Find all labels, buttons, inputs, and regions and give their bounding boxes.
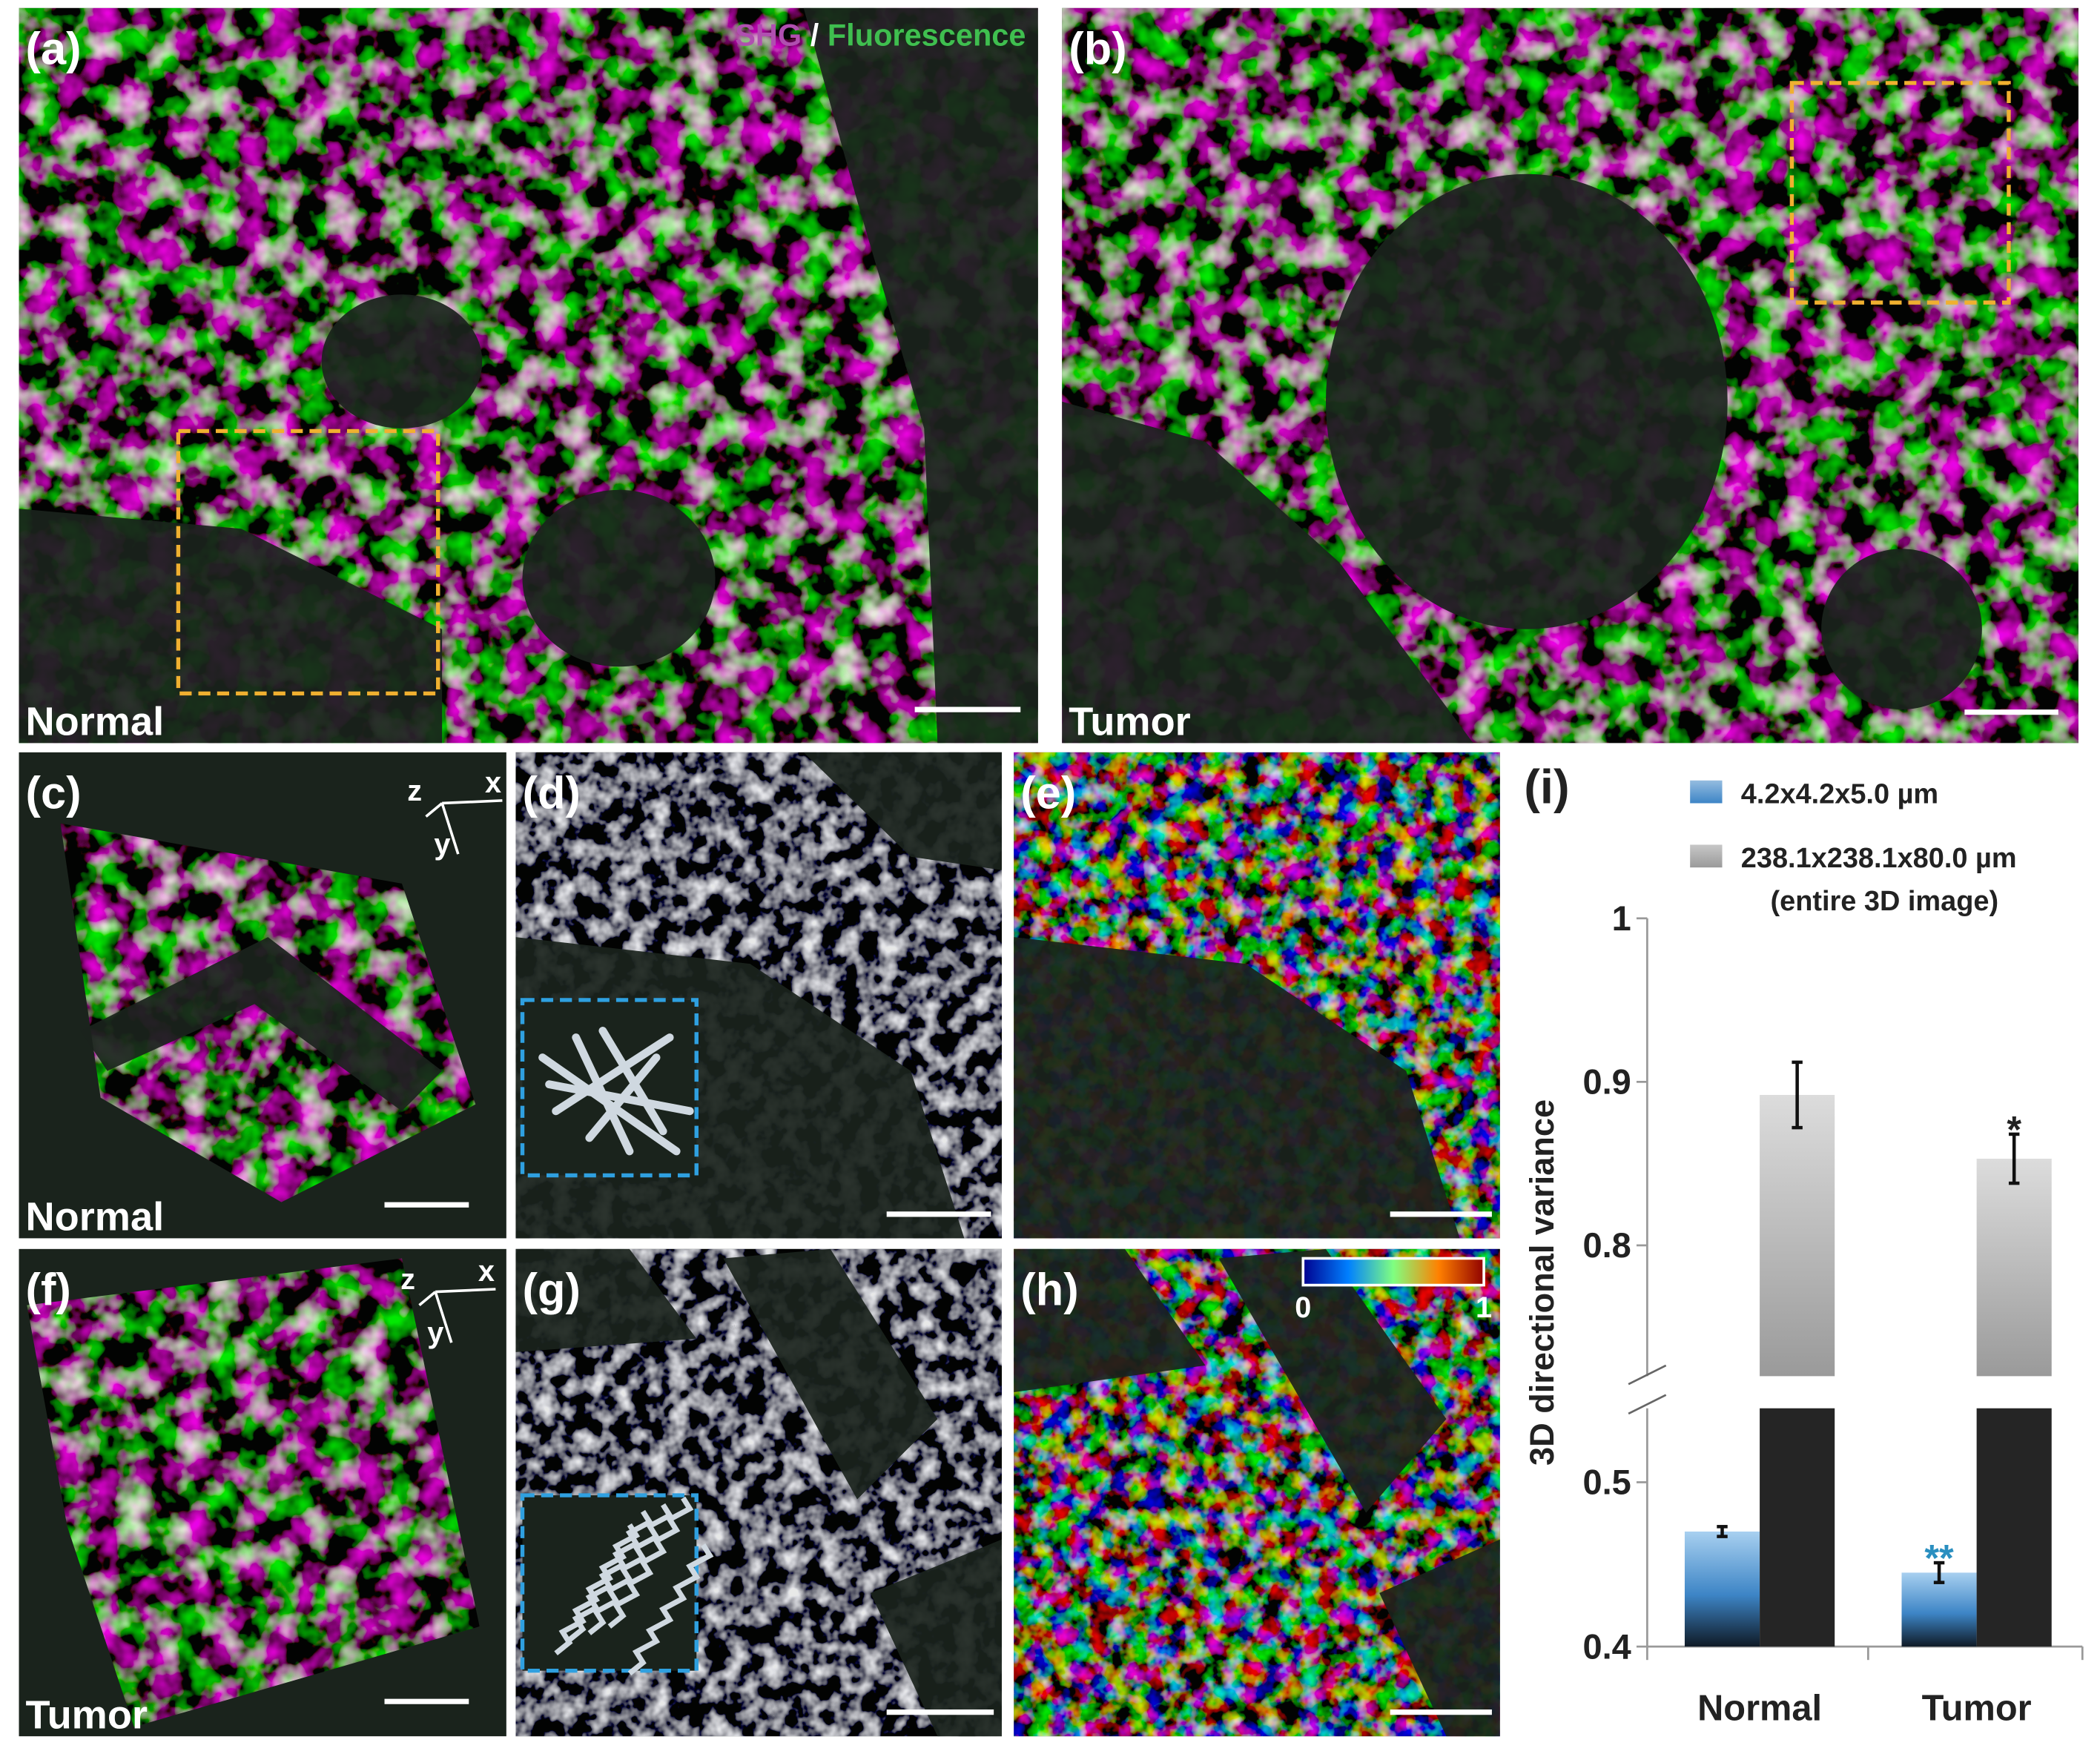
dark-region — [1014, 1248, 1206, 1393]
legend-label: 238.1x238.1x80.0 µm — [1741, 843, 2017, 874]
axis-glyph — [418, 1291, 437, 1307]
colorbar-tick-label: 1 — [1476, 1291, 1492, 1324]
significance-mark: * — [2007, 1108, 2021, 1151]
legend-note: (entire 3D image) — [1771, 886, 1999, 917]
x-tick-label: Tumor — [1922, 1688, 2032, 1728]
significance-mark: ** — [1924, 1537, 1954, 1579]
panel-tag: Tumor — [1069, 699, 1190, 744]
axis-glyph-label: x — [478, 1255, 495, 1288]
axis-glyph-label: y — [427, 1317, 443, 1349]
dark-region — [321, 294, 483, 428]
image-panel: (g) — [515, 1248, 1002, 1737]
panel-tag: Tumor — [26, 1692, 148, 1737]
dark-region — [522, 489, 716, 667]
y-axis-label: 3D directional variance — [1523, 1099, 1561, 1466]
channel-legend: SHG / Fluorescence — [735, 17, 1026, 52]
panel-label: (i) — [1524, 759, 1569, 813]
axis-glyph — [434, 1291, 453, 1343]
panel-tag: Normal — [26, 699, 165, 744]
channel-name: Fluorescence — [828, 17, 1026, 52]
panel-label: (c) — [26, 768, 82, 819]
bar — [1760, 1094, 1835, 1377]
legend-label: 4.2x4.2x5.0 µm — [1741, 778, 1938, 810]
dark-region — [871, 1539, 1002, 1737]
axis-break — [1628, 1364, 1667, 1386]
axis-break — [1628, 1394, 1667, 1415]
image-panel: (d) — [515, 752, 1002, 1239]
dark-region — [19, 509, 443, 744]
axis-glyph-label: z — [400, 1263, 415, 1296]
axis-glyph — [442, 799, 503, 805]
fiber-sketch — [585, 1053, 661, 1142]
axis-glyph — [425, 802, 443, 818]
panel-label: (g) — [523, 1265, 581, 1316]
axis-glyph — [435, 1288, 496, 1294]
bar — [1684, 1531, 1760, 1647]
panel-tag: Normal — [26, 1195, 165, 1239]
fiber-sketch — [607, 1496, 694, 1629]
panel-label: (a) — [26, 24, 82, 75]
bar-lower — [1760, 1408, 1835, 1647]
colorbar — [1301, 1257, 1485, 1287]
axis-glyph-label: x — [485, 767, 501, 799]
legend-swatch — [1690, 844, 1723, 868]
image-panel: (f) Tumor x zy — [19, 1248, 506, 1737]
panel-label: (d) — [523, 768, 581, 819]
dark-region — [1014, 937, 1460, 1239]
dark-region — [723, 1248, 938, 1500]
y-tick-label: 0.4 — [1582, 1626, 1631, 1666]
channel-name: SHG — [735, 17, 810, 52]
dark-region — [1379, 1539, 1500, 1737]
axis-glyph-label: z — [407, 775, 422, 807]
bar — [1901, 1572, 1977, 1647]
panel-label: (b) — [1069, 24, 1126, 75]
fiber-sketch — [552, 1033, 674, 1116]
bar — [1976, 1159, 2052, 1377]
bar-chart: (i) 4.2x4.2x5.0 µm 238.1x238.1x80.0 µm (ent… — [1510, 752, 2100, 1751]
dark-region — [80, 937, 443, 1111]
y-tick-label: 1 — [1612, 898, 1631, 938]
image-panel: (e) — [1014, 752, 1500, 1239]
panel-label: (f) — [26, 1265, 71, 1316]
panel-label: (h) — [1020, 1265, 1078, 1316]
image-panel: (c) Normal x zy — [19, 752, 506, 1239]
axis-glyph-label: y — [434, 828, 450, 861]
fiber-sketch — [587, 1503, 674, 1635]
dark-region — [515, 1248, 697, 1352]
image-panel: (h) 0 1 — [1014, 1248, 1500, 1737]
dark-region — [1062, 401, 1473, 744]
fiber-sketch — [627, 1543, 714, 1676]
bar-lower — [1976, 1408, 2052, 1647]
dark-region — [803, 7, 1038, 744]
channel-name: / — [810, 17, 828, 52]
dark-region — [1821, 549, 1982, 710]
panel-label: (e) — [1020, 768, 1076, 819]
fiber-sketch — [554, 1523, 641, 1655]
legend-swatch — [1690, 780, 1723, 804]
x-tick-label: Normal — [1697, 1688, 1822, 1728]
image-panel: (a) Normal — [19, 7, 1038, 744]
y-tick-label: 0.8 — [1582, 1225, 1631, 1265]
axis-glyph — [440, 802, 460, 855]
y-tick-label: 0.9 — [1582, 1062, 1631, 1102]
image-panel: (b) Tumor — [1062, 7, 2078, 744]
fiber-sketch — [567, 1509, 654, 1642]
dark-region — [1325, 173, 1728, 629]
dark-region — [803, 752, 1002, 870]
y-tick-label: 0.5 — [1582, 1463, 1631, 1502]
dark-region — [1218, 1248, 1447, 1513]
colorbar-tick-label: 0 — [1295, 1291, 1311, 1324]
roi-box — [1789, 81, 2011, 305]
